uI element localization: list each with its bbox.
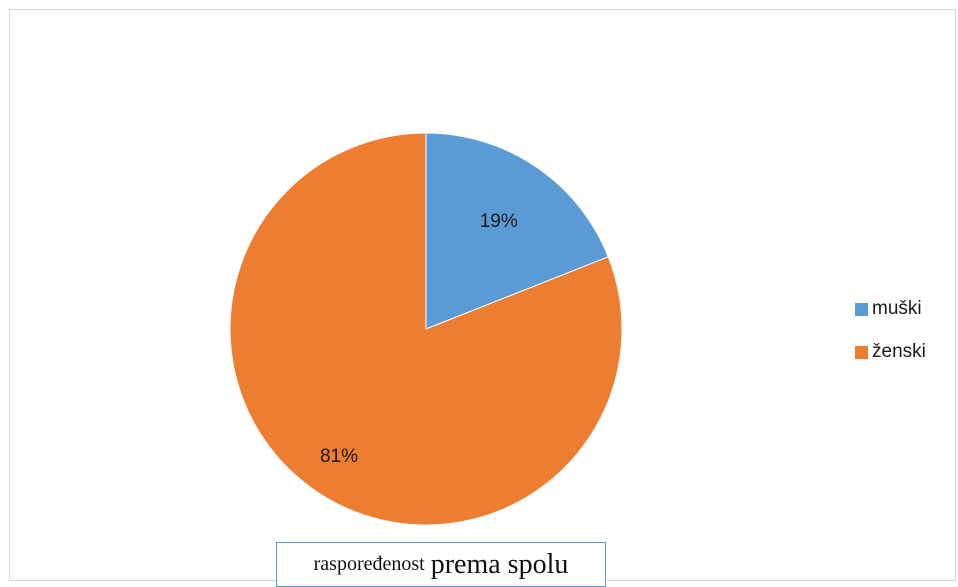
caption-part1: raspoređenost [313,553,425,575]
slice-muski [425,132,609,330]
legend: muški ženski [855,297,926,383]
legend-item-muski: muški [855,297,926,321]
legend-swatch-muski [855,302,868,316]
legend-item-zenski: ženski [855,340,926,364]
legend-label-muski: muški [872,298,922,319]
data-label-zenski: 81% [320,446,358,467]
caption-part2: prema spolu [430,548,569,580]
slice-zenski [229,132,623,526]
legend-label-zenski: ženski [872,341,926,362]
caption-box: raspoređenost prema spolu [276,542,606,587]
data-label-muski: 19% [480,211,518,232]
legend-swatch-zenski [855,345,868,359]
